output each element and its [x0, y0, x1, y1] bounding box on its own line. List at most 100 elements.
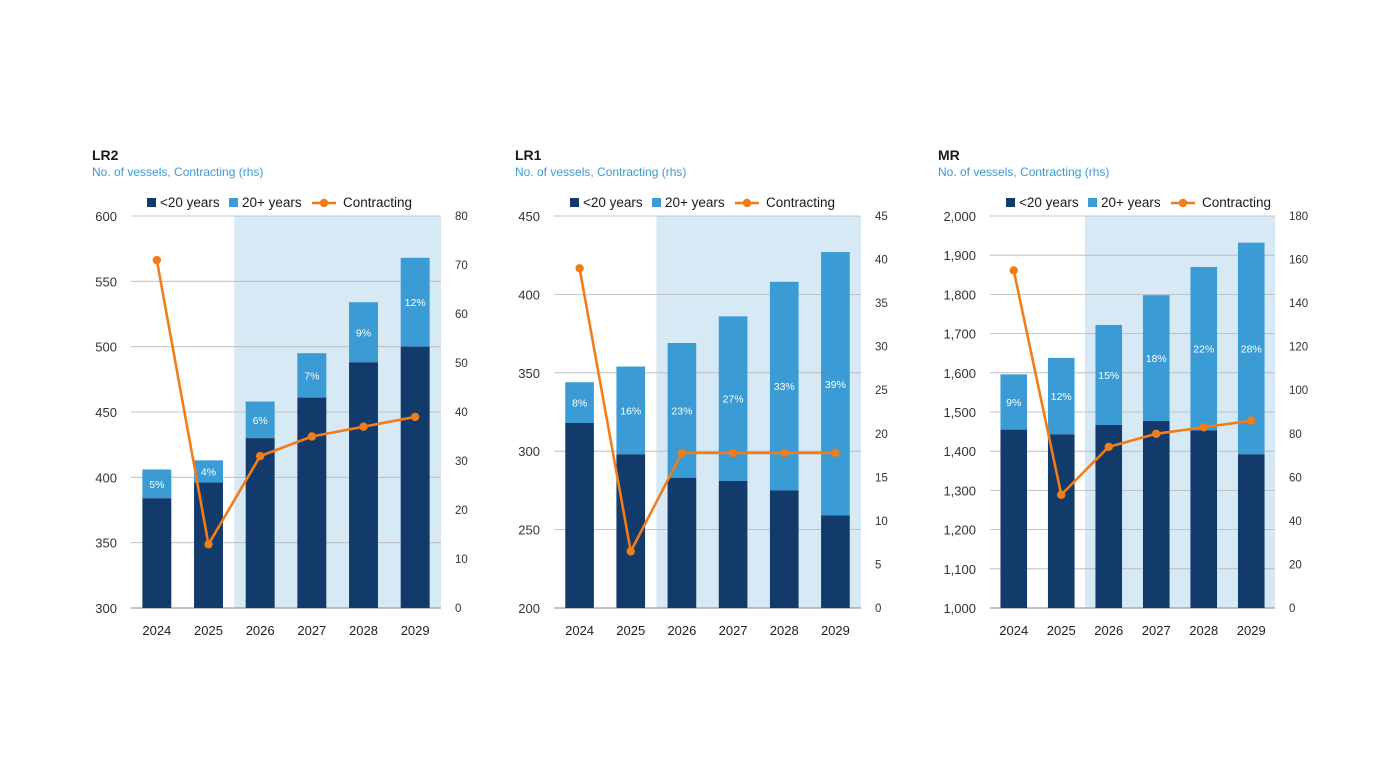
bar-share-label: 22%: [1193, 344, 1214, 356]
contracting-line: [578, 268, 836, 553]
contracting-point: [728, 448, 738, 458]
y2-tick-label: 45: [875, 211, 888, 223]
x-tick-label: 2027: [719, 623, 748, 638]
y2-tick-label: 20: [455, 505, 468, 517]
x-tick-label: 2025: [194, 623, 223, 638]
legend-swatch-under-20: [147, 198, 156, 207]
bar-20plus-years: [1047, 357, 1075, 435]
chart-subtitle: No. of vessels, Contracting (rhs): [515, 165, 686, 179]
x-tick-label: 2024: [999, 623, 1028, 638]
bar-share-label: 15%: [1098, 370, 1119, 382]
x-tick-label: 2028: [770, 623, 799, 638]
contracting-point: [152, 255, 162, 265]
x-tick-label: 2028: [1189, 623, 1218, 638]
y-tick-label: 1,600: [943, 366, 976, 381]
bar-20plus-years: [1190, 266, 1218, 431]
bar-share-label: 16%: [620, 405, 641, 417]
y-tick-label: 1,000: [943, 601, 976, 616]
y2-tick-label: 30: [455, 456, 468, 468]
y-tick-label: 200: [518, 601, 540, 616]
chart-subtitle: No. of vessels, Contracting (rhs): [938, 165, 1109, 179]
chart-mr: MR No. of vessels, Contracting (rhs) 1,000…: [938, 147, 1308, 638]
y-tick-label: 400: [95, 470, 117, 485]
x-tick-label: 2024: [565, 623, 594, 638]
y2-tick-label: 80: [1289, 429, 1302, 441]
y2-tick-label: 15: [875, 472, 888, 484]
y2-tick-label: 20: [1289, 559, 1302, 571]
bar-under-20-years: [821, 515, 850, 608]
y2-tick-label: 50: [455, 358, 468, 370]
y2-tick-label: 40: [455, 407, 468, 419]
x-tick-label: 2026: [246, 623, 275, 638]
legend-label-under-20: <20 years: [1019, 195, 1079, 210]
legend-label-contracting: Contracting: [766, 195, 835, 210]
legend-swatch-20plus: [652, 198, 661, 207]
contracting-point: [1104, 442, 1113, 452]
bar-share-label: 39%: [825, 379, 846, 391]
legend-swatch-under-20: [1006, 198, 1015, 207]
contracting-point: [831, 448, 840, 458]
bar-20plus-years: [821, 252, 850, 516]
contracting-line: [155, 259, 416, 546]
contracting-point: [255, 451, 265, 461]
contracting-point: [1199, 423, 1208, 432]
legend-marker-contracting: [742, 198, 752, 208]
chart-subtitle: No. of vessels, Contracting (rhs): [92, 165, 263, 179]
contracting-line: [1012, 270, 1252, 497]
bar-under-20-years: [718, 480, 748, 608]
y2-tick-label: 0: [1289, 603, 1295, 615]
contracting-point: [1247, 416, 1256, 425]
y-tick-label: 450: [518, 209, 540, 224]
bar-20plus-years: [616, 366, 646, 455]
y-tick-label: 1,200: [943, 523, 976, 538]
y2-tick-label: 80: [455, 211, 468, 223]
y2-tick-label: 60: [455, 309, 468, 321]
legend-label-20plus: 20+ years: [1101, 195, 1161, 210]
legend-marker-contracting: [319, 198, 329, 208]
legend-label-contracting: Contracting: [1202, 195, 1271, 210]
x-tick-label: 2029: [1237, 623, 1266, 638]
bar-share-label: 7%: [304, 370, 319, 382]
y-tick-label: 350: [518, 366, 540, 381]
bar-under-20-years: [1095, 424, 1123, 608]
y-tick-label: 300: [95, 601, 117, 616]
bar-share-label: 9%: [1006, 397, 1021, 409]
bar-under-20-years: [565, 422, 594, 608]
y-tick-label: 2,000: [943, 209, 976, 224]
contracting-point: [204, 540, 213, 549]
y2-tick-label: 140: [1289, 298, 1308, 310]
y-tick-label: 1,900: [943, 248, 976, 263]
contracting-point: [1152, 429, 1161, 438]
y-tick-label: 550: [95, 274, 117, 289]
contracting-point: [1057, 490, 1066, 499]
y-tick-label: 350: [95, 536, 117, 551]
chart-title: LR2: [92, 147, 119, 163]
y2-tick-label: 160: [1289, 255, 1308, 267]
y2-tick-label: 120: [1289, 342, 1308, 354]
contracting-point: [359, 422, 368, 431]
bar-under-20-years: [297, 397, 327, 608]
legend-swatch-20plus: [1088, 198, 1097, 207]
y2-tick-label: 5: [875, 559, 881, 571]
y-tick-label: 1,400: [943, 444, 976, 459]
x-tick-label: 2025: [616, 623, 645, 638]
y-tick-label: 1,300: [943, 483, 976, 498]
y-tick-label: 300: [518, 444, 540, 459]
bar-share-label: 8%: [572, 398, 587, 410]
y2-tick-label: 180: [1289, 211, 1308, 223]
bar-share-label: 9%: [356, 327, 371, 339]
contracting-point: [410, 412, 420, 422]
legend-label-20plus: 20+ years: [665, 195, 725, 210]
bar-under-20-years: [349, 362, 378, 608]
bar-under-20-years: [245, 438, 275, 608]
x-tick-label: 2026: [667, 623, 696, 638]
bar-share-label: 18%: [1146, 353, 1167, 365]
chart-title: MR: [938, 147, 960, 163]
y2-tick-label: 10: [455, 554, 468, 566]
bar-share-label: 12%: [405, 297, 426, 309]
x-tick-label: 2027: [297, 623, 326, 638]
y-tick-label: 1,800: [943, 287, 976, 302]
bar-share-label: 23%: [671, 405, 692, 417]
bar-under-20-years: [400, 346, 430, 608]
bar-share-label: 28%: [1241, 343, 1262, 355]
